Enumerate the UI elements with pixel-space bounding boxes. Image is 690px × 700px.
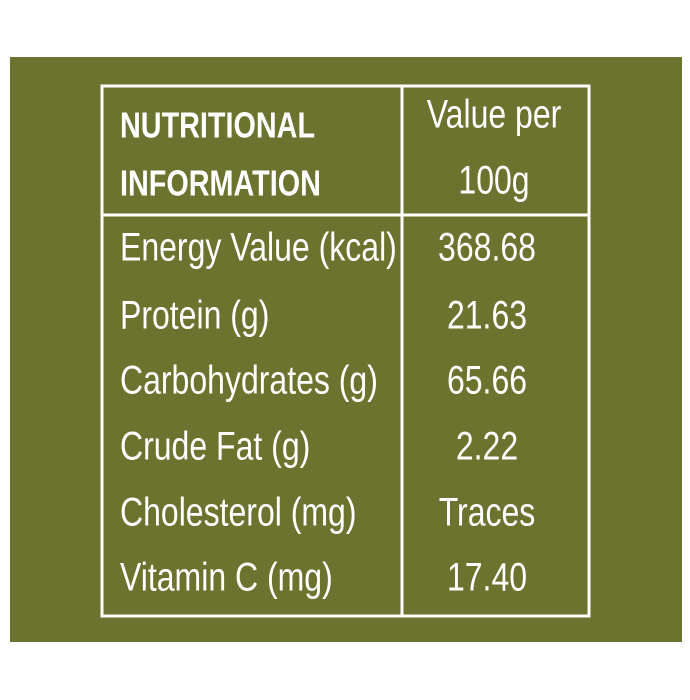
header-left: INFORMATION (120, 162, 321, 203)
nutrient-name: Vitamin C (mg) (120, 554, 333, 599)
nutrient-value: 17.40 (447, 554, 527, 599)
nutrient-value: 65.66 (447, 357, 527, 402)
nutrient-name: Carbohydrates (g) (120, 357, 378, 402)
header-left: NUTRITIONAL (120, 104, 315, 145)
header-right: 100g (458, 157, 529, 202)
nutrient-value: 368.68 (438, 224, 536, 269)
header-right: Value per (427, 91, 562, 136)
nutrient-name: Cholesterol (mg) (120, 489, 357, 534)
nutrient-value: 21.63 (447, 292, 527, 337)
table-text: NUTRITIONAL INFORMATION Value per 100g Energ… (120, 91, 561, 599)
panel (10, 57, 682, 642)
nutrient-name: Crude Fat (g) (120, 423, 310, 468)
nutrient-value: 2.22 (456, 423, 518, 468)
nutrient-name: Protein (g) (120, 292, 269, 337)
nutrient-name: Energy Value (kcal) (120, 224, 397, 269)
table-border (100, 84, 591, 618)
nutrient-value: Traces (439, 489, 536, 534)
